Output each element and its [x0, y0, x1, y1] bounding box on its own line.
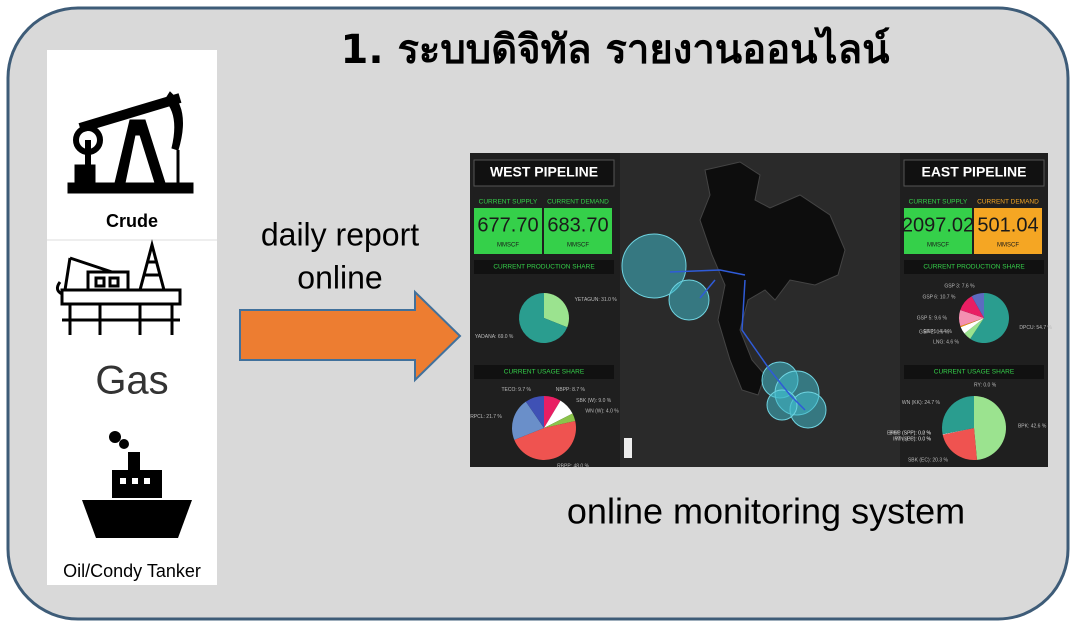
map-area — [620, 153, 900, 467]
source-label: Crude — [106, 211, 158, 231]
kpi-label: CURRENT DEMAND — [547, 199, 609, 206]
pie-label: LNG: 4.6 % — [933, 340, 959, 346]
section-title: CURRENT USAGE SHARE — [504, 369, 585, 376]
kpi-unit: MMSCF — [567, 243, 589, 249]
pie-label: NBPP: 8.7 % — [556, 387, 586, 393]
pie-label: GSP 2: 0.6 % — [919, 330, 950, 336]
section-title: CURRENT USAGE SHARE — [934, 369, 1015, 376]
kpi-value: 501.04 — [977, 214, 1038, 236]
source-label: Oil/Condy Tanker — [63, 561, 201, 581]
kpi-label: CURRENT SUPPLY — [479, 199, 538, 206]
pie-label: IPT (SPP): 0.0 % — [893, 437, 932, 443]
pie-label: GSP 5: 9.6 % — [917, 315, 948, 321]
pie-label: GSP 3: 7.6 % — [944, 283, 975, 289]
kpi-value: 683.70 — [547, 214, 608, 236]
panel-title: EAST PIPELINE — [921, 164, 1026, 180]
section-title: CURRENT PRODUCTION SHARE — [923, 264, 1025, 271]
pie-label: EPEC (SPP): 0.2 % — [887, 430, 931, 436]
dashboard-screenshot: WEST PIPELINE CURRENT SUPPLY 677.70 MMSCF CU… — [470, 153, 1052, 470]
caption: online monitoring system — [567, 491, 965, 532]
pie-label: DPCU: 54.7 % — [1019, 325, 1052, 331]
slide-title: 1. ระบบดิจิทัล รายงานออนไลน์ — [340, 26, 889, 73]
pie-label: RPCL: 21.7 % — [470, 414, 502, 420]
pie-label: WN (KK): 24.7 % — [902, 400, 941, 406]
kpi-value: 2097.02 — [902, 214, 974, 236]
kpi-unit: MMSCF — [497, 243, 519, 249]
pie-label: YADANA: 69.0 % — [475, 334, 514, 340]
kpi-unit: MMSCF — [927, 243, 949, 249]
pie-label: SBK (W): 9.0 % — [576, 398, 612, 404]
pie-label: WN (W): 4.0 % — [585, 409, 619, 415]
arrow-label: online — [297, 259, 382, 295]
pie-label: GSP 6: 10.7 % — [922, 294, 956, 300]
pie-label: RBPP: 48.0 % — [557, 464, 590, 470]
slide: 1. ระบบดิจิทัล รายงานออนไลน์ Crude Gas O… — [0, 0, 1076, 627]
kpi-value: 677.70 — [477, 214, 538, 236]
kpi-label: CURRENT SUPPLY — [909, 199, 968, 206]
pie-label: YETAGUN: 31.0 % — [575, 297, 618, 303]
pie-label: BPK: 42.6 % — [1018, 423, 1047, 429]
kpi-label: CURRENT DEMAND — [977, 199, 1039, 206]
arrow-label: daily report — [261, 216, 419, 252]
panel-title: WEST PIPELINE — [490, 164, 598, 180]
pie-label: TECO: 9.7 % — [501, 387, 531, 393]
source-label: Gas — [95, 359, 168, 403]
pie-label: SBK (EC): 20.3 % — [908, 458, 949, 464]
kpi-unit: MMSCF — [997, 243, 1019, 249]
pie-label: RY: 0.0 % — [974, 382, 997, 388]
section-title: CURRENT PRODUCTION SHARE — [493, 264, 595, 271]
map-zoom — [624, 438, 632, 458]
